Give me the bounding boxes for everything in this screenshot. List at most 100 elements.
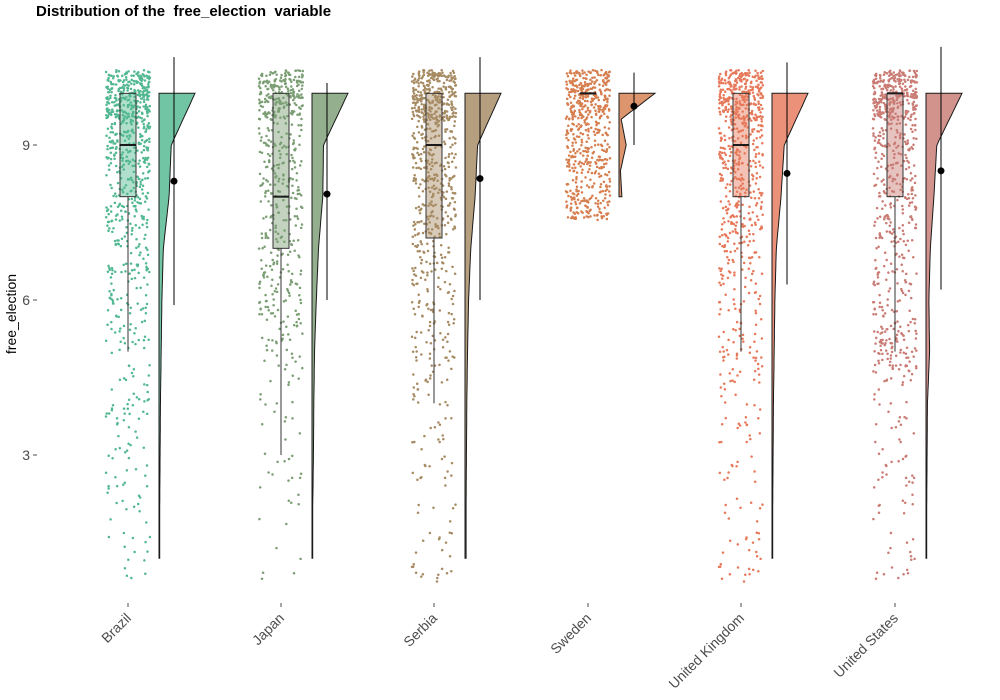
data-point [432,184,436,187]
data-point [744,136,748,140]
data-point [109,147,112,150]
data-point [606,201,609,204]
data-point [580,116,583,120]
data-point [126,87,130,90]
data-point [412,563,416,566]
data-point [437,74,440,78]
data-point [413,336,417,340]
data-point [760,77,764,81]
data-point [742,300,746,303]
data-point [910,372,914,376]
data-point [290,80,293,84]
y-tick-label-6: 6 [22,292,30,308]
data-point [143,118,146,121]
data-point [736,232,739,235]
data-point [292,239,295,243]
data-point [723,134,726,137]
data-point [760,337,764,340]
data-point [454,91,457,94]
data-point [125,117,129,120]
data-point [415,96,418,100]
data-point [105,109,109,113]
data-point [439,332,442,335]
data-point [105,412,108,415]
data-point [758,175,762,179]
data-point [146,218,149,222]
data-point [421,231,425,235]
data-point [113,101,116,104]
data-point [721,274,725,278]
data-point [597,110,600,113]
data-point [421,573,425,576]
data-point [298,134,301,138]
data-point [748,205,751,209]
data-point [891,115,894,118]
data-point [289,133,292,136]
data-point [892,190,896,194]
data-point [755,145,758,149]
data-point [601,133,604,137]
data-point [443,223,447,227]
data-point [273,183,277,187]
data-point [564,190,568,193]
data-point [417,153,421,157]
data-point [727,219,730,223]
data-point [747,256,751,260]
data-point [899,188,902,191]
data-point [589,215,592,218]
data-point [738,308,741,311]
data-point [139,90,142,93]
data-point [761,94,765,98]
data-point [122,83,125,87]
data-point [109,94,112,98]
data-point [581,154,585,157]
data-point [127,364,131,367]
data-point [724,293,727,296]
data-point [449,74,453,77]
data-point [430,364,433,367]
data-point [754,113,757,117]
data-point [141,134,144,138]
data-point [273,83,276,87]
data-point [876,112,879,116]
data-point [897,420,901,423]
data-point [734,228,737,231]
data-point [274,176,277,179]
data-point [603,157,607,161]
data-point [115,109,119,112]
data-point [124,130,127,134]
data-point [113,270,117,274]
data-point [723,221,726,224]
data-point [416,125,419,129]
data-point [882,218,886,221]
data-point [756,362,760,366]
data-point [132,74,135,77]
data-point [566,216,570,219]
data-point [751,75,755,79]
data-point [146,98,150,101]
data-point [586,99,589,103]
data-point [907,192,910,196]
data-point [606,116,610,119]
data-point [586,170,590,174]
data-point [875,81,879,85]
data-point [567,154,571,157]
data-point [290,476,294,480]
data-point [913,347,917,350]
data-point [105,155,108,159]
data-point [889,377,893,380]
data-point [891,345,894,348]
data-point [907,480,911,483]
data-point [265,94,268,97]
data-point [735,497,739,501]
data-point [760,124,763,128]
data-point [565,136,568,140]
data-point [137,338,141,342]
data-point [120,109,123,112]
data-point [893,141,897,145]
data-point [720,173,723,177]
data-point [425,303,428,307]
data-point [724,82,727,85]
data-point [109,518,112,521]
data-point [879,344,882,347]
